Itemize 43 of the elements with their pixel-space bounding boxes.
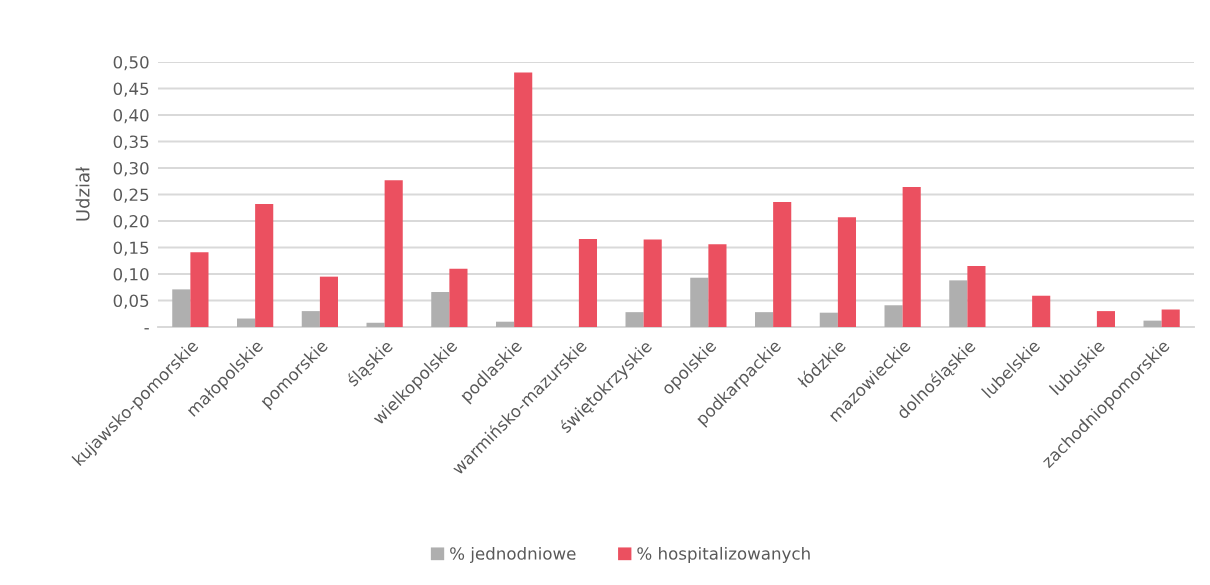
legend-label: % jednodniowe (450, 546, 576, 564)
bar (319, 276, 338, 327)
bar (1161, 309, 1180, 327)
y-tick-label: 0,10 (113, 267, 149, 283)
y-tick-label: 0,15 (113, 241, 149, 256)
bar (301, 311, 320, 327)
bar (837, 217, 856, 327)
bar (884, 305, 903, 327)
bar (690, 277, 709, 327)
bar (773, 201, 792, 327)
bar (449, 268, 468, 327)
bar (643, 239, 662, 327)
bar (237, 318, 256, 327)
legend-label: % hospitalizowanych (637, 546, 810, 564)
bar (255, 204, 274, 327)
y-tick-label: - (144, 328, 149, 330)
bar (366, 322, 385, 327)
bar (754, 312, 774, 327)
bar (1096, 311, 1115, 327)
bar (384, 180, 403, 327)
y-tick-label: 0,35 (113, 135, 149, 150)
bar (967, 266, 986, 327)
y-tick-label: 0,30 (113, 161, 149, 177)
bar (431, 292, 450, 327)
y-axis-title: Udział (75, 166, 90, 221)
y-tick-label: 0,40 (113, 108, 149, 124)
y-tick-label: 0,20 (113, 214, 149, 230)
y-tick-label: 0,50 (113, 55, 149, 71)
bar (902, 187, 921, 327)
y-tick-label: 0,05 (113, 294, 149, 309)
y-tick-label: 0,45 (113, 82, 149, 97)
bar (514, 72, 533, 327)
bar (190, 252, 209, 327)
bar (1143, 320, 1162, 327)
bar (172, 289, 191, 327)
bar (578, 239, 597, 327)
y-tick-label: 0,25 (113, 188, 149, 203)
bar (949, 280, 968, 327)
bar (708, 244, 727, 327)
bar (625, 312, 644, 327)
bar (1032, 295, 1051, 327)
bar (819, 312, 838, 327)
bar (495, 321, 515, 327)
